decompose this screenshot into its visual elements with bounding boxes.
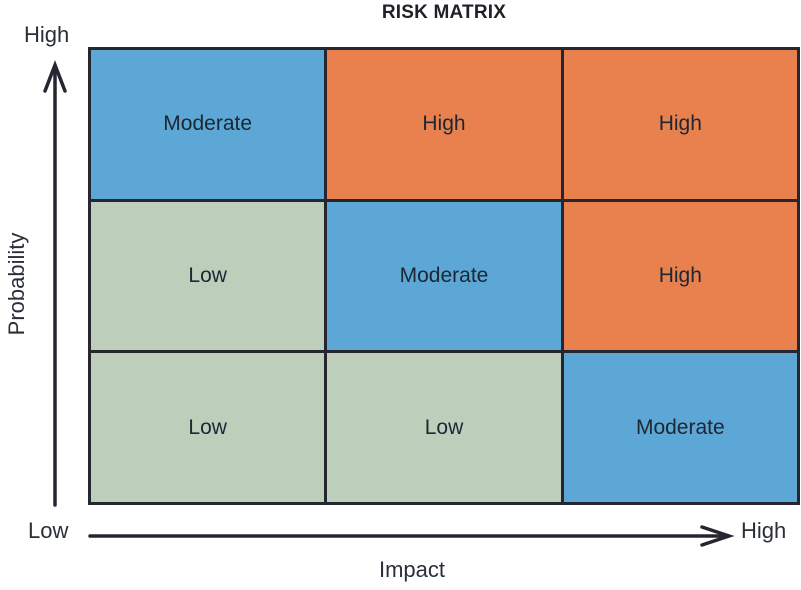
matrix-cell-r1c3: High [563, 50, 797, 199]
x-axis-high-label: High [741, 518, 787, 543]
page-title: RISK MATRIX [381, 2, 507, 23]
y-axis-arrow [43, 60, 67, 507]
risk-matrix-grid: Moderate High High Low Moderate High Low… [88, 47, 800, 505]
matrix-cell-r2c3: High [563, 201, 797, 351]
matrix-cell-r1c1: Moderate [91, 50, 325, 199]
matrix-cell-r2c1: Low [91, 201, 325, 351]
y-axis-high-label: High [24, 22, 70, 47]
matrix-cell-r3c2: Low [327, 353, 561, 502]
matrix-cell-r3c1: Low [91, 353, 325, 502]
x-axis-title: Impact [378, 557, 446, 582]
x-axis-arrow [88, 525, 735, 547]
x-axis-low-label: Low [28, 518, 69, 543]
y-axis-title: Probability [4, 232, 29, 336]
matrix-cell-r2c2: Moderate [327, 201, 561, 351]
matrix-cell-r1c2: High [327, 50, 561, 199]
matrix-cell-r3c3: Moderate [563, 353, 797, 502]
